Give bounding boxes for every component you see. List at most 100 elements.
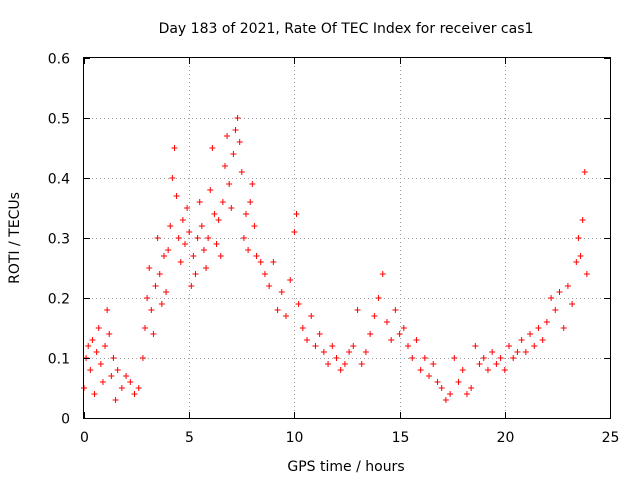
data-point [405, 343, 412, 349]
data-point [527, 331, 534, 337]
data-point [95, 325, 102, 331]
data-point [552, 307, 559, 313]
data-point [371, 313, 378, 319]
x-tick-label: 0 [80, 430, 89, 446]
y-tick-label: 0.1 [48, 352, 70, 368]
data-point [573, 259, 580, 265]
data-point [240, 235, 247, 241]
data-point [472, 343, 479, 349]
data-point [392, 307, 399, 313]
tick-labels-layer: 0 5 10 15 20 25 0 0.1 0.2 0.3 0.4 0.5 0.6 [48, 52, 620, 447]
data-point [543, 319, 550, 325]
data-point [497, 355, 504, 361]
data-point [181, 241, 188, 247]
data-point [173, 193, 180, 199]
data-point [434, 379, 441, 385]
data-point [213, 241, 220, 247]
data-point [217, 253, 224, 259]
data-point [299, 325, 306, 331]
data-point [146, 265, 153, 271]
data-point [577, 253, 584, 259]
data-point [169, 175, 176, 181]
data-point [480, 355, 487, 361]
data-point [135, 385, 142, 391]
data-point [548, 295, 555, 301]
data-point [325, 361, 332, 367]
data-point [535, 325, 542, 331]
data-point [198, 223, 205, 229]
data-point [236, 139, 243, 145]
data-point [226, 181, 233, 187]
data-point [350, 343, 357, 349]
data-point [209, 145, 216, 151]
data-point [118, 385, 125, 391]
y-tick-label: 0 [61, 412, 70, 428]
data-point [278, 289, 285, 295]
data-point [459, 367, 466, 373]
data-point [493, 361, 500, 367]
data-point [396, 331, 403, 337]
data-point [575, 235, 582, 241]
data-point [539, 337, 546, 343]
x-tick-label: 10 [286, 430, 304, 446]
data-point [442, 397, 449, 403]
data-point [249, 181, 256, 187]
data-point [409, 355, 416, 361]
data-point [329, 343, 336, 349]
data-point [333, 355, 340, 361]
data-point [438, 385, 445, 391]
data-point [316, 331, 323, 337]
y-tick-label: 0.6 [48, 52, 70, 68]
data-point [238, 169, 245, 175]
data-point [243, 211, 250, 217]
data-point [489, 349, 496, 355]
data-point [455, 379, 462, 385]
data-point [190, 253, 197, 259]
data-point [291, 229, 298, 235]
data-point [123, 373, 130, 379]
data-point [156, 271, 163, 277]
data-point [171, 145, 178, 151]
data-point [228, 205, 235, 211]
data-point [463, 391, 470, 397]
data-point [114, 367, 121, 373]
data-point [426, 373, 433, 379]
data-point [362, 349, 369, 355]
data-point [85, 343, 92, 349]
data-point [295, 301, 302, 307]
data-point [93, 349, 100, 355]
data-point [287, 277, 294, 283]
data-point [251, 223, 258, 229]
data-point [312, 343, 319, 349]
data-point [245, 247, 252, 253]
x-axis-label: GPS time / hours [287, 459, 404, 475]
data-point [518, 337, 525, 343]
data-point [221, 163, 228, 169]
data-point [253, 253, 260, 259]
data-point [99, 379, 106, 385]
data-point [354, 307, 361, 313]
data-point [556, 289, 563, 295]
data-point [175, 235, 182, 241]
data-point [247, 199, 254, 205]
data-point [142, 325, 149, 331]
data-point [192, 271, 199, 277]
data-point [379, 271, 386, 277]
plot-frame [83, 57, 611, 419]
data-point [569, 301, 576, 307]
data-point [186, 229, 193, 235]
x-tick-label: 20 [497, 430, 515, 446]
data-point [97, 361, 104, 367]
data-point [583, 271, 590, 277]
data-point [188, 283, 195, 289]
x-tick-label: 5 [185, 430, 194, 446]
data-point [531, 343, 538, 349]
data-point [430, 361, 437, 367]
data-point [451, 355, 458, 361]
data-point [560, 325, 567, 331]
data-point [139, 355, 146, 361]
data-point [127, 379, 134, 385]
data-point [261, 271, 268, 277]
data-point [506, 343, 513, 349]
